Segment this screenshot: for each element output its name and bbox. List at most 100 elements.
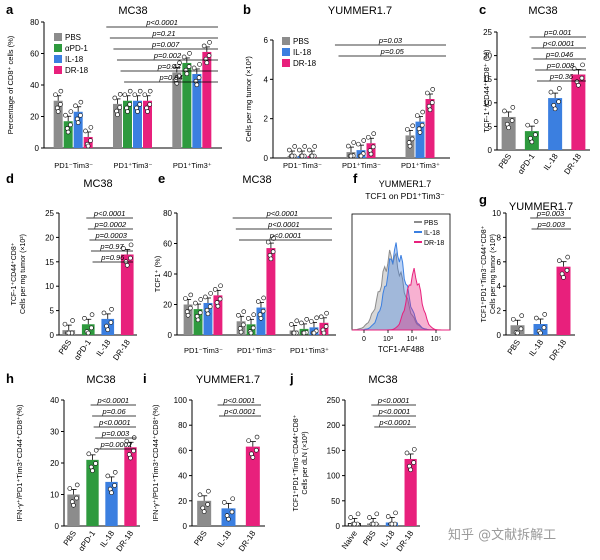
data-point-c: [509, 118, 515, 123]
histogram-dr18-f: [352, 267, 450, 331]
data-point-e: [311, 330, 317, 336]
y-tick-label-b: 4: [264, 75, 269, 84]
bar-a: [73, 111, 83, 148]
data-point-i: [201, 509, 207, 514]
data-point-e: [185, 312, 191, 318]
data-point-i: [229, 509, 235, 515]
data-point-i: [197, 492, 203, 498]
legend-swatch-a: [54, 66, 62, 74]
panel-title-e: MC38: [242, 174, 271, 186]
data-point-b: [420, 109, 426, 115]
y-axis-label-c: TCF-1⁺/CD44⁺CD8⁺ (%): [482, 49, 491, 133]
data-point-e: [198, 297, 204, 302]
bar-j: [404, 458, 417, 526]
data-point-e: [301, 330, 307, 336]
data-point-a: [135, 109, 140, 114]
data-point-j: [404, 450, 410, 456]
data-point-e: [193, 300, 198, 306]
legend-label-f: PBS: [424, 220, 438, 227]
legend-swatch-b: [282, 59, 290, 67]
bar-a: [172, 72, 182, 148]
panel-letter-b: b: [243, 2, 251, 17]
data-point-a: [85, 143, 91, 149]
p-value-d: p=0.0002: [94, 220, 127, 229]
y-tick-label-d: 10: [45, 282, 54, 291]
data-point-d: [108, 320, 114, 325]
y-tick-label-d: 20: [45, 233, 54, 242]
y-tick-label-b: 2: [264, 115, 269, 124]
data-point-a: [75, 120, 81, 125]
p-value-g: p=0.003: [536, 209, 565, 218]
x-tick-label-c: DR-18: [562, 152, 583, 177]
bar-a: [113, 103, 122, 148]
data-point-a: [127, 88, 133, 94]
data-point-e: [205, 311, 211, 317]
p-value-i: p<0.0001: [223, 407, 256, 416]
data-point-h: [93, 461, 98, 466]
data-point-g: [564, 267, 570, 273]
data-point-j: [374, 511, 380, 517]
x-tick-label-d: IL-18: [95, 338, 113, 359]
y-tick-label-a: 40: [30, 81, 39, 90]
data-point-d: [128, 255, 133, 261]
x-tick-label-j: Naive: [340, 529, 359, 551]
data-point-a: [187, 51, 192, 56]
data-point-i: [205, 502, 210, 507]
bar-c: [548, 98, 563, 150]
data-point-j: [352, 521, 357, 527]
data-point-e: [215, 303, 221, 309]
data-point-g: [510, 316, 516, 322]
y-tick-label-h: 20: [50, 459, 59, 468]
data-point-e: [289, 322, 294, 327]
bar-i: [245, 446, 260, 526]
y-tick-label-a: 60: [30, 50, 39, 59]
data-point-e: [241, 309, 247, 314]
y-tick-label-g: 2: [497, 307, 502, 316]
p-value-d: p=0.97: [99, 242, 124, 251]
x-tick-label-g: IL-18: [527, 338, 545, 359]
data-point-j: [348, 515, 354, 520]
p-value-h: p=0.003: [101, 429, 130, 438]
panel-title-i: YUMMER1.7: [196, 374, 260, 386]
data-point-a: [65, 129, 71, 135]
y-tick-label-c: 20: [483, 52, 492, 61]
data-point-e: [246, 316, 251, 321]
y-tick-label-a: 0: [35, 144, 40, 153]
legend-swatch-a: [54, 55, 62, 63]
panel-title-d: MC38: [83, 178, 112, 190]
y-tick-label-b: 6: [264, 36, 269, 45]
data-point-e: [270, 249, 276, 254]
panel-letter-g: g: [479, 192, 487, 207]
bar-a: [63, 121, 73, 148]
data-point-a: [177, 60, 182, 66]
data-point-c: [533, 132, 538, 138]
data-point-a: [137, 88, 143, 94]
y-tick-label-i: 20: [178, 497, 187, 506]
x-tick-label-a: PD1⁻Tim3⁻: [54, 161, 93, 170]
data-point-h: [109, 490, 114, 496]
y-tick-label-j: 50: [331, 497, 340, 506]
x-tick-label-b: PD1⁺Tim3⁺: [401, 161, 440, 170]
x-tick-label-h: IL-18: [98, 529, 116, 550]
y-tick-label-h: 30: [50, 428, 59, 437]
y-tick-label-a: 80: [30, 18, 39, 27]
data-point-i: [206, 488, 211, 494]
data-point-b: [414, 113, 420, 118]
data-point-b: [312, 144, 318, 149]
p-value-h: p=0.06: [101, 407, 126, 416]
y-tick-label-h: 0: [55, 522, 60, 531]
data-point-e: [321, 330, 327, 336]
data-point-e: [324, 310, 329, 316]
panel-letter-i: i: [143, 371, 147, 386]
data-point-i: [254, 434, 260, 440]
x-tick-label-h: PBS: [62, 529, 79, 547]
data-point-e: [195, 317, 201, 323]
legend-swatch-b: [282, 37, 290, 45]
data-point-e: [255, 299, 261, 304]
data-point-j: [389, 521, 395, 527]
data-point-e: [323, 324, 329, 329]
y-tick-label-j: 150: [327, 446, 341, 455]
y-tick-label-g: 0: [497, 331, 502, 340]
data-point-b: [299, 153, 305, 159]
x-tick-label-j: DR-18: [395, 529, 416, 554]
